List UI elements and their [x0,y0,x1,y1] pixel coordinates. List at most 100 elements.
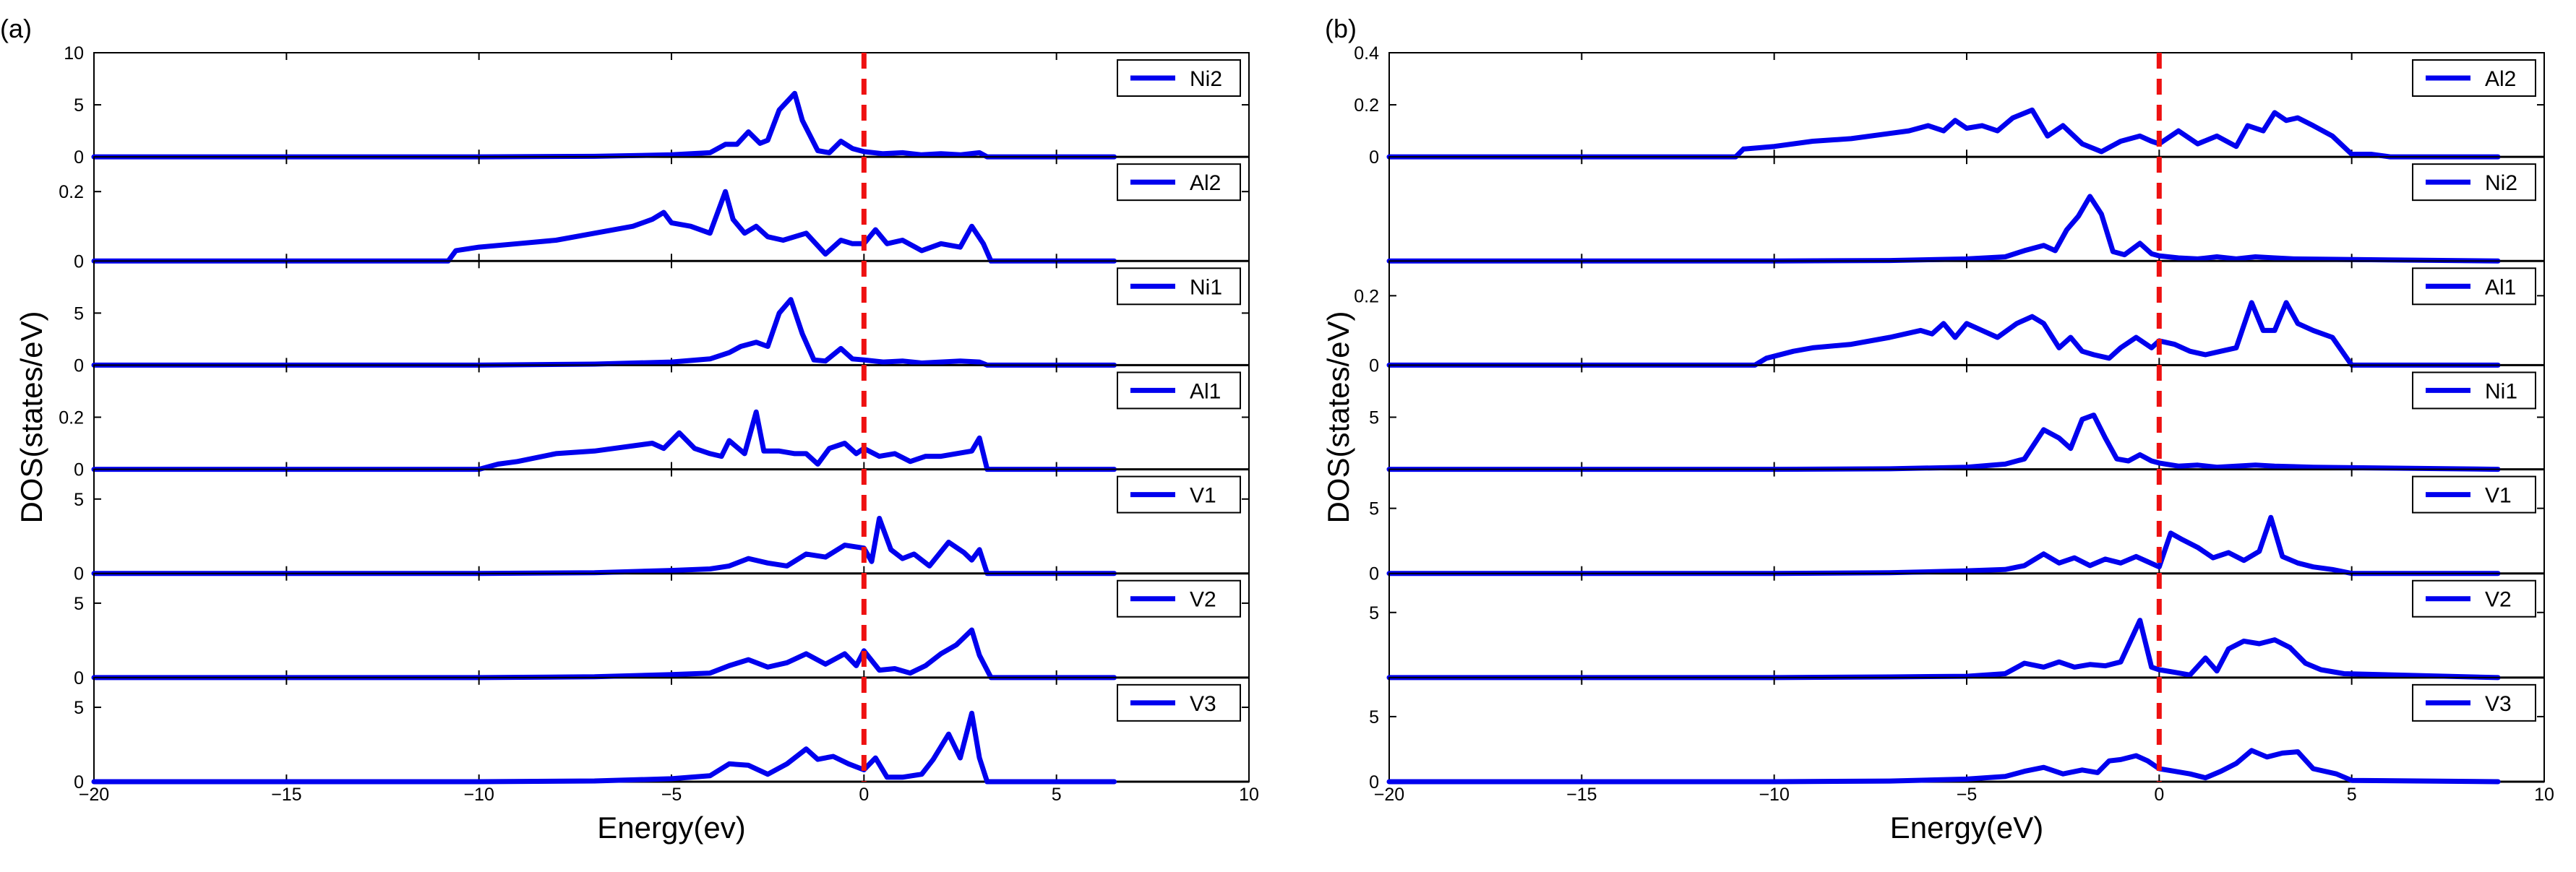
panel-a: (a) 0 5 10 Ni2 0 0.2 Al2 0 5 Ni1 0 0.2 Al1 0 5 V1 0 5 V2 0 5 V… [0,14,1259,845]
y-tick-label: 5 [1369,707,1379,728]
subplot-v2: 0 5 V2 [74,572,1250,688]
legend-label: Ni2 [2485,171,2517,195]
dos-line-al1 [91,409,1117,472]
y-tick-label: 0 [74,772,84,793]
y-tick-label: 0 [74,251,84,272]
subplot-frame [93,260,1250,366]
legend-v1: V1 [1117,475,1241,514]
legend-label: V1 [1190,484,1216,508]
y-tick-label: 5 [74,303,84,324]
legend-label: Al1 [2485,275,2516,299]
legend-v3: V3 [2412,683,2536,722]
y-tick-label: 0 [1369,564,1379,584]
x-tick-label: 0 [859,785,869,805]
y-tick-label: 5 [1369,499,1379,519]
subplot-ni2: 0 5 10 Ni2 [64,43,1250,168]
y-tick-label: 10 [64,43,84,64]
y-tick-label: 5 [1369,603,1379,623]
panel-label: (a) [0,14,32,43]
subplot-frame [1388,468,2545,574]
subplot-ni1: 0 5 Ni1 [74,260,1250,376]
y-tick-label: 0 [74,460,84,480]
legend-label: V3 [2485,692,2512,716]
legend-label: V1 [2485,484,2512,508]
legend-label: Al1 [1190,379,1221,403]
subplot-frame [1388,572,2545,678]
subplot-frame [93,468,1250,574]
legend-v2: V2 [2412,579,2536,618]
legend-al1: Al1 [1117,371,1241,410]
subplot-frame [93,676,1250,782]
x-tick-label: −15 [1566,785,1597,805]
legend-al2: Al2 [2412,59,2536,97]
dos-line-al2 [91,189,1117,264]
legend-al2: Al2 [1117,163,1241,202]
x-tick-label: 0 [2154,785,2164,805]
dos-line-ni1 [1386,413,2501,472]
subplot-frame [93,156,1250,262]
dos-line-v2 [91,627,1117,681]
subplot-al1: 0 0.2 Al1 [59,364,1250,480]
subplot-v1: 0 5 V1 [1369,468,2545,584]
legend-ni2: Ni2 [1117,59,1241,97]
x-tick-label: −10 [463,785,494,805]
subplot-v1: 0 5 V1 [74,468,1250,584]
subplot-al1: 0 0.2 Al1 [1354,260,2545,376]
y-axis-label: DOS(states/eV) [14,311,48,523]
x-tick-label: 5 [2347,785,2357,805]
panel-b: (b) 0 0.2 0.4 Al2 Ni2 0 0.2 Al1 5 Ni1 0 5 V1 5 V2 0 5 V3 −2… [1321,14,2554,845]
subplot-frame [1388,156,2545,262]
subplot-v3: 0 5 V3 [1369,676,2545,793]
legend-ni1: Ni1 [2412,371,2536,410]
x-axis-label: Energy(eV) [1890,811,2043,845]
y-tick-label: 5 [74,594,84,614]
subplot-v3: 0 5 V3 [74,676,1250,793]
legend-label: Ni2 [1190,67,1222,91]
subplot-ni1: 5 Ni1 [1369,364,2545,472]
subplot-frame [93,572,1250,678]
legend-al1: Al1 [2412,267,2536,306]
y-tick-label: 0 [1369,772,1379,793]
legend-label: Ni1 [2485,379,2517,403]
legend-label: Ni1 [1190,275,1222,299]
panel-label: (b) [1325,14,1357,43]
x-tick-label: −20 [79,785,109,805]
legend-label: Al2 [2485,67,2516,91]
dos-line-v1 [1386,514,2501,577]
legend-label: V2 [2485,588,2512,612]
subplot-frame [93,52,1250,158]
dos-line-v2 [1386,618,2501,681]
legend-label: V2 [1190,588,1216,612]
y-tick-label: 0.2 [1354,286,1379,306]
subplot-frame [1388,52,2545,158]
dos-line-v1 [91,516,1117,577]
y-tick-label: 0 [74,564,84,584]
y-tick-label: 0.2 [59,408,84,428]
y-tick-label: 0 [74,668,84,688]
dos-line-ni2 [91,90,1117,160]
y-tick-label: 5 [74,698,84,718]
y-tick-label: 0 [1369,147,1379,168]
legend-v2: V2 [1117,579,1241,618]
subplot-frame [1388,364,2545,470]
x-tick-label: −5 [1957,785,1978,805]
x-tick-label: −5 [661,785,682,805]
subplot-frame [1388,676,2545,782]
y-tick-label: 5 [1369,408,1379,428]
legend-label: V3 [1190,692,1216,716]
x-tick-label: −15 [271,785,301,805]
dos-line-ni2 [1386,194,2501,264]
legend-label: Al2 [1190,171,1221,195]
x-tick-label: 5 [1052,785,1062,805]
x-tick-label: −20 [1374,785,1404,805]
legend-ni2: Ni2 [2412,163,2536,202]
x-tick-label: −10 [1759,785,1789,805]
y-tick-label: 5 [74,95,84,116]
dos-line-al1 [1386,300,2501,368]
subplot-al2: 0 0.2 Al2 [59,156,1250,272]
y-tick-label: 0 [74,147,84,168]
y-tick-label: 0.2 [1354,95,1379,116]
subplot-ni2: Ni2 [1386,156,2545,264]
subplot-frame [93,364,1250,470]
